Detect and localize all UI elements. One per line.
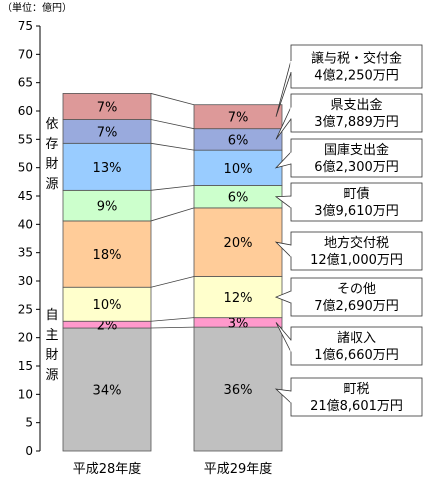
y-tick-label: 65	[18, 76, 33, 90]
bar-segment-label: 2%	[97, 319, 118, 334]
bar-segment-label: 10%	[93, 298, 122, 313]
callout-title: 町税	[343, 382, 369, 397]
callout-box	[290, 377, 423, 417]
bar-segment	[62, 93, 152, 120]
y-tick-label: 55	[18, 132, 33, 146]
bar-segment-label: 7%	[228, 111, 249, 126]
category-label: 平成28年度	[73, 461, 142, 477]
bar-segment-label: 36%	[224, 383, 253, 398]
y-tick-label: 35	[18, 246, 33, 260]
y-tick-label: 60	[18, 104, 33, 118]
callout-title: 県支出金	[330, 97, 382, 113]
bar-segment	[62, 142, 152, 191]
connector-line	[150, 93, 195, 106]
y-tick-label: 30	[18, 274, 33, 288]
callout-amount: 3億9,610万円	[314, 203, 399, 219]
bar-segment	[62, 189, 152, 222]
connector-line	[150, 276, 195, 288]
callout-box	[290, 44, 423, 89]
group-label-char: 依	[45, 117, 58, 132]
connector-line	[150, 326, 195, 329]
bar-segment-label: 34%	[93, 384, 122, 399]
connector-line	[150, 317, 195, 322]
callout-title: 町債	[343, 187, 369, 202]
callout-amount: 3億7,889万円	[314, 114, 399, 130]
callout-box	[290, 138, 423, 178]
callout-pointer	[275, 60, 292, 117]
bar-segment-label: 20%	[224, 236, 253, 251]
callout-amount: 6億2,300万円	[314, 159, 399, 175]
unit-label: （単位：億円）	[2, 1, 72, 14]
bar-segment	[62, 220, 152, 288]
callout-box	[290, 182, 423, 222]
bar-segment	[193, 276, 283, 319]
bar-segment	[62, 286, 152, 322]
y-tick-label: 0	[25, 444, 33, 458]
group-label-char: 源	[45, 177, 58, 192]
bar-segment-label: 13%	[93, 161, 122, 176]
group-label-char: 財	[45, 348, 58, 363]
group-label-char: 存	[45, 137, 58, 152]
bar-segment	[193, 326, 283, 452]
callout-box	[290, 93, 423, 133]
category-label: 平成29年度	[204, 461, 273, 477]
bar-segment-label: 3%	[228, 316, 249, 331]
bar-segment	[62, 327, 152, 452]
bar-segment	[193, 207, 283, 277]
group-label-char: 自	[45, 308, 58, 323]
y-tick-label: 20	[18, 331, 33, 345]
y-tick-label: 50	[18, 161, 33, 175]
bar-segment-label: 6%	[228, 133, 249, 148]
bar-segment-label: 18%	[93, 248, 122, 263]
callout-box	[290, 326, 423, 366]
callout-amount: 1億6,660万円	[314, 347, 399, 363]
group-label-char: 主	[45, 328, 58, 343]
callout-title: 国庫支出金	[324, 142, 389, 158]
callout-amount: 21億8,601万円	[310, 398, 403, 414]
callout-box	[290, 277, 423, 317]
callout-title: 譲与税・交付金	[311, 51, 402, 67]
connector-line	[150, 185, 195, 191]
callout-amount: 7億2,690万円	[314, 298, 399, 314]
y-tick-label: 10	[18, 387, 33, 401]
bar-segment-label: 9%	[97, 200, 118, 215]
y-tick-label: 15	[18, 359, 33, 373]
callout-box	[290, 231, 423, 271]
bar-segment	[193, 104, 283, 130]
bar-segment	[193, 149, 283, 186]
y-tick-label: 75	[18, 19, 33, 33]
y-tick-label: 25	[18, 302, 33, 316]
bar-segment-label: 7%	[97, 125, 118, 140]
callout-title: 地方交付税	[324, 235, 389, 251]
callout-amount: 12億1,000万円	[310, 252, 403, 268]
y-tick-label: 45	[18, 189, 33, 203]
y-tick-label: 70	[18, 47, 33, 61]
bar-segment-label: 7%	[97, 100, 118, 115]
connector-line	[150, 142, 195, 151]
callout-amount: 4億2,250万円	[314, 68, 399, 84]
group-label-char: 源	[45, 368, 58, 383]
bar-segment-label: 12%	[224, 291, 253, 306]
bar-segment-label: 6%	[228, 191, 249, 206]
y-tick-label: 40	[18, 217, 33, 231]
callout-title: その他	[337, 282, 376, 297]
y-tick-label: 5	[25, 416, 33, 430]
group-label-char: 財	[45, 157, 58, 172]
callout-title: 諸収入	[337, 330, 376, 346]
connector-line	[150, 207, 195, 222]
bar-segment-label: 10%	[224, 162, 253, 177]
connector-line	[150, 119, 195, 130]
